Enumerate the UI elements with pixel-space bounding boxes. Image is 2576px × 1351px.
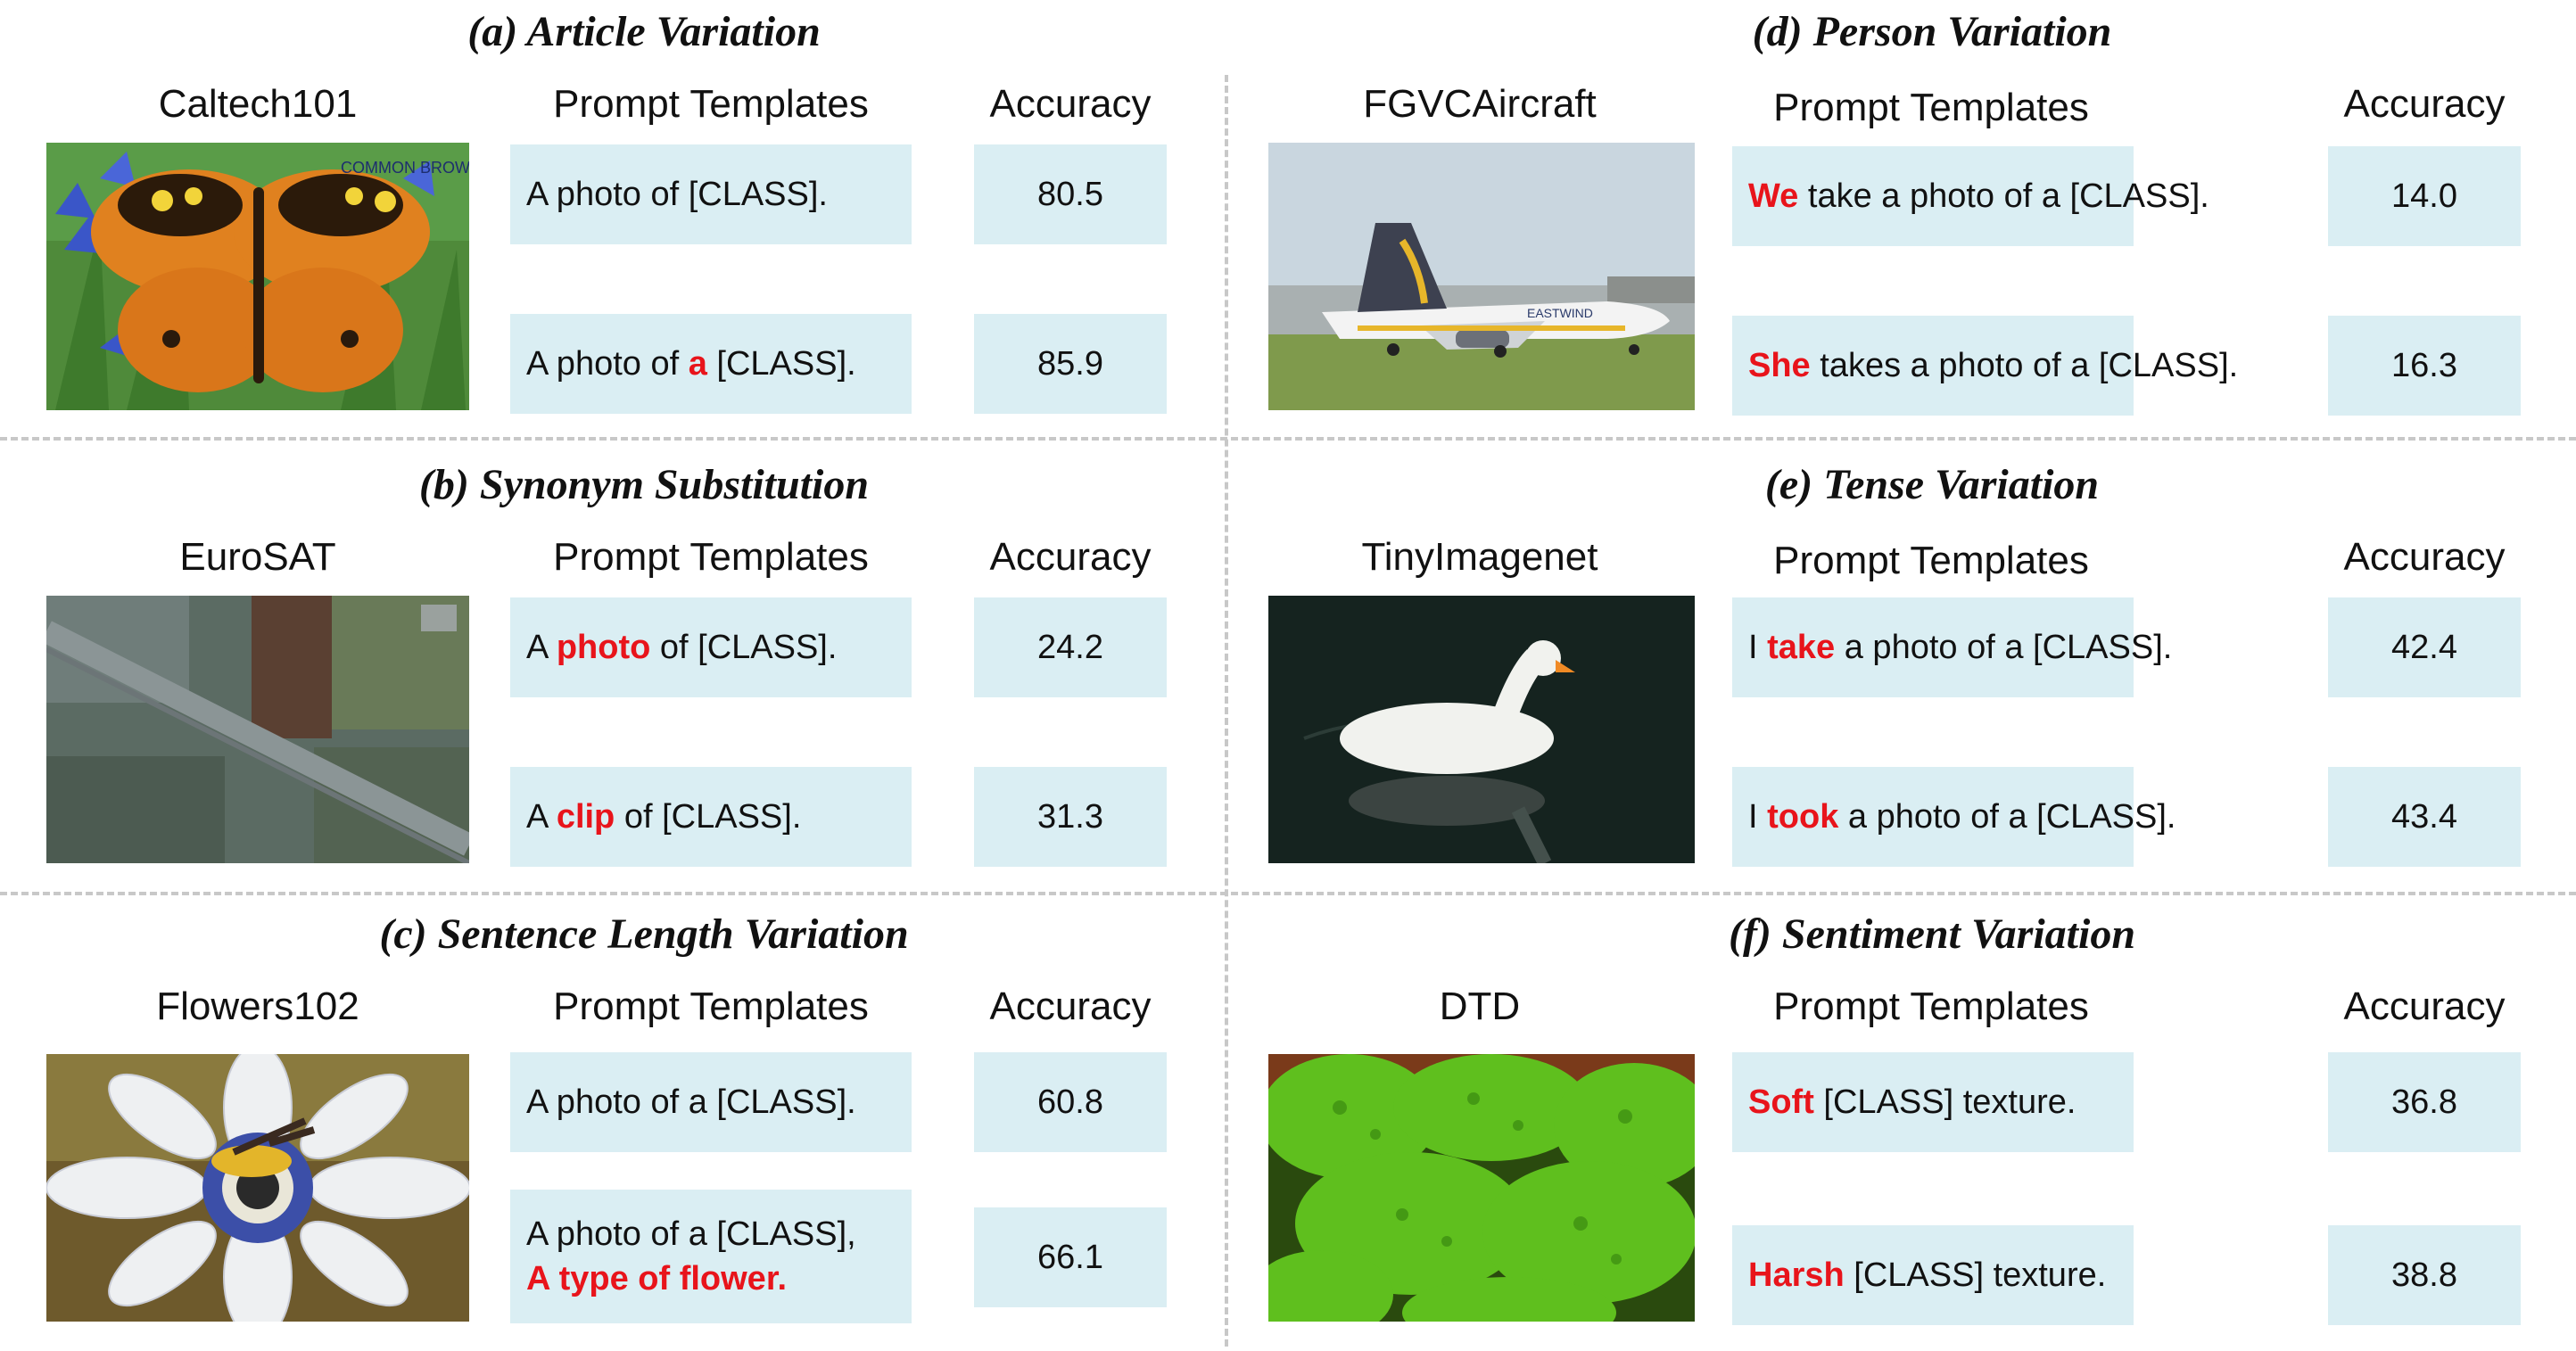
accuracy-value-2: 85.9: [974, 314, 1167, 414]
goose-image: [1268, 596, 1695, 863]
accuracy-header: Accuracy: [2343, 82, 2506, 126]
panel-sentence-length-variation: (c) Sentence Length Variation Flowers102…: [0, 902, 1288, 1351]
prompt-header: Prompt Templates: [1773, 984, 2089, 1028]
panel-synonym-substitution: (b) Synonym Substitution EuroSAT Prompt …: [0, 453, 1288, 902]
image-caption: EASTWIND: [1527, 306, 1593, 320]
accuracy-value-2: 31.3: [974, 767, 1167, 867]
aircraft-image: EASTWIND: [1268, 143, 1695, 410]
prompt-template-1: A photo of [CLASS].: [510, 144, 912, 244]
panel-title: (d) Person Variation: [1752, 8, 2112, 55]
dataset-name: Flowers102: [156, 984, 359, 1028]
panel-tense-variation: (e) Tense Variation TinyImagenet Prompt …: [1268, 453, 2576, 902]
panel-title: (f) Sentiment Variation: [1728, 910, 2136, 958]
dataset-name: FGVCAircraft: [1363, 82, 1597, 126]
image-caption: COMMON BROWN: [341, 159, 469, 177]
prompt-template-1: I take a photo of a [CLASS].: [1732, 597, 2172, 697]
prompt-template-1: We take a photo of a [CLASS].: [1732, 146, 2209, 246]
flower-image: [46, 1054, 469, 1322]
prompt-template-1: A photo of [CLASS].: [510, 597, 912, 697]
prompt-template-2: A clip of [CLASS].: [510, 767, 912, 867]
panel-title: (c) Sentence Length Variation: [379, 910, 909, 958]
accuracy-header: Accuracy: [989, 984, 1152, 1028]
panel-title: (e) Tense Variation: [1764, 461, 2100, 508]
accuracy-value-1: 80.5: [974, 144, 1167, 244]
prompt-header: Prompt Templates: [553, 984, 869, 1028]
prompt-template-1: Soft [CLASS] texture.: [1732, 1052, 2134, 1152]
accuracy-value-1: 60.8: [974, 1052, 1167, 1152]
accuracy-value-1: 42.4: [2328, 597, 2521, 697]
horizontal-divider-1: [0, 437, 2576, 441]
butterfly-image: COMMON BROWN: [46, 143, 469, 410]
panel-article-variation: (a) Article Variation Caltech101 Prompt …: [0, 0, 1288, 449]
satellite-image: [46, 596, 469, 863]
prompt-template-2: Harsh [CLASS] texture.: [1732, 1225, 2134, 1325]
prompt-header: Prompt Templates: [1773, 539, 2089, 582]
panel-person-variation: (d) Person Variation FGVCAircraft Prompt…: [1268, 0, 2576, 449]
texture-image: [1268, 1054, 1695, 1322]
vertical-divider: [1225, 75, 1228, 1347]
panel-title: (b) Synonym Substitution: [418, 461, 870, 508]
accuracy-value-2: 66.1: [974, 1207, 1167, 1307]
accuracy-value-2: 16.3: [2328, 316, 2521, 416]
prompt-template-2: I took a photo of a [CLASS].: [1732, 767, 2176, 867]
accuracy-value-2: 38.8: [2328, 1225, 2521, 1325]
prompt-template-2: A photo of a [CLASS], A type of flower.: [510, 1190, 912, 1323]
accuracy-value-1: 14.0: [2328, 146, 2521, 246]
accuracy-header: Accuracy: [2343, 535, 2506, 579]
accuracy-header: Accuracy: [989, 535, 1152, 579]
accuracy-value-1: 36.8: [2328, 1052, 2521, 1152]
dataset-name: EuroSAT: [179, 535, 336, 579]
prompt-template-2: A photo of a [CLASS].: [510, 314, 912, 414]
accuracy-value-1: 24.2: [974, 597, 1167, 697]
accuracy-header: Accuracy: [989, 82, 1152, 126]
prompt-header: Prompt Templates: [553, 535, 869, 579]
accuracy-value-2: 43.4: [2328, 767, 2521, 867]
dataset-name: TinyImagenet: [1361, 535, 1598, 579]
panel-sentiment-variation: (f) Sentiment Variation DTD Prompt Templ…: [1268, 902, 2576, 1351]
prompt-header: Prompt Templates: [553, 82, 869, 126]
prompt-template-2: She takes a photo of a [CLASS].: [1732, 316, 2238, 416]
horizontal-divider-2: [0, 892, 2576, 895]
accuracy-header: Accuracy: [2343, 984, 2506, 1028]
prompt-template-1: A photo of a [CLASS].: [510, 1052, 912, 1152]
prompt-header: Prompt Templates: [1773, 86, 2089, 129]
dataset-name: Caltech101: [158, 82, 358, 126]
dataset-name: DTD: [1439, 984, 1521, 1028]
panel-title: (a) Article Variation: [467, 8, 821, 55]
